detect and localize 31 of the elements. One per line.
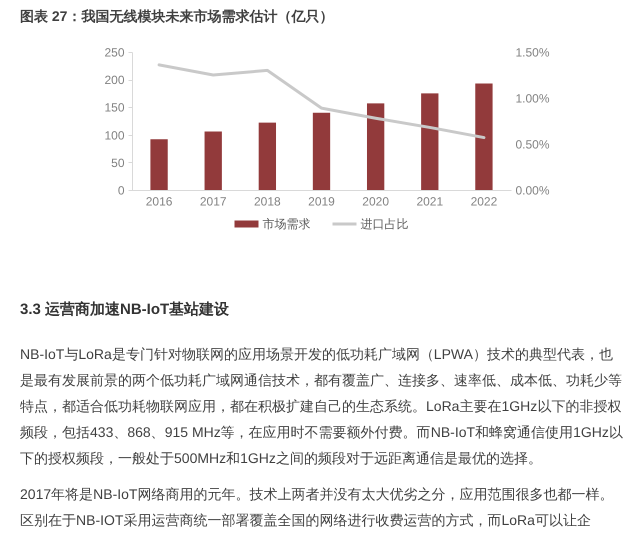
legend-label: 进口占比 <box>360 217 408 231</box>
bar <box>258 122 276 190</box>
bar <box>475 83 493 190</box>
y2-tick-label: 1.50% <box>516 46 550 60</box>
x-tick-label: 2018 <box>254 194 282 208</box>
x-tick-label: 2017 <box>200 194 227 208</box>
text: 3.3 运营商加速NB-IoT基站建设 <box>20 300 230 318</box>
chart-title: 图表 27：我国无线模块未来市场需求估计（亿只） <box>20 8 334 24</box>
y2-tick-label: 0.00% <box>516 184 550 198</box>
text: 2017年将是NB-IoT网络商用的元年。技术上两者并没有太大优劣之分，应用范围很多也都一样。区别在于NB-IOT采用运营商统一部署覆盖全国的网络进行收费运营的方式，而LoRa可以让企 <box>20 486 614 528</box>
x-tick-label: 2021 <box>416 194 444 208</box>
y-tick-label: 50 <box>111 156 125 170</box>
y-tick-label: 150 <box>104 100 125 115</box>
bar <box>312 112 330 190</box>
x-tick-label: 2016 <box>146 194 173 208</box>
bar <box>421 93 438 190</box>
y2-tick-label: 1.00% <box>516 92 550 106</box>
bar <box>366 103 384 190</box>
x-tick-label: 2019 <box>308 194 336 208</box>
y-tick-label: 0 <box>118 184 125 198</box>
line-series <box>158 63 486 140</box>
y-tick-label: 100 <box>104 128 125 142</box>
bar <box>204 131 222 190</box>
bar <box>150 139 168 190</box>
y-tick-label: 200 <box>104 73 125 88</box>
x-tick-label: 2020 <box>362 194 390 208</box>
text: NB-IoT与LoRa是专门针对物联网的应用场景开发的低功耗广域网（LPWA）技术的典型代表，也是最有发展前景的两个低功耗广域网通信技术，都有覆盖广、连接多、速率低、成本低、功耗少等特点，都适合低功耗物联网应用，都在积极扩建自己的生态系统。LoRa主要在1GHz以下的非授权频段，包括433、868、915 MHz等，在应用时不需要额外付费。而NB-IoT和蜂窝通信使用1GHz以下的授权频段，一般处于500MHz和1GHz之间的频段对于远距离通信是最优的选择。 <box>20 346 623 466</box>
x-tick-label: 2022 <box>470 194 498 208</box>
y-tick-label: 250 <box>104 46 125 60</box>
y2-tick-label: 0.50% <box>516 138 550 152</box>
legend-label: 市场需求 <box>262 217 310 231</box>
